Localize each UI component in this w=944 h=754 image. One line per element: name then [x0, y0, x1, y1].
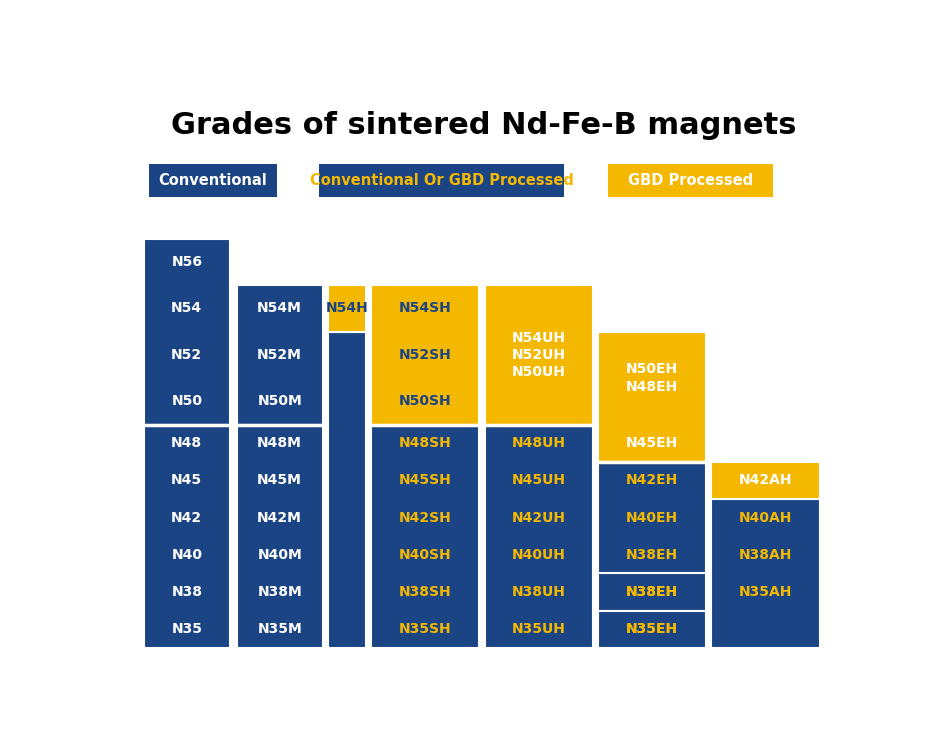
- FancyBboxPatch shape: [328, 332, 366, 648]
- Text: N54M: N54M: [258, 302, 302, 315]
- Text: N42SH: N42SH: [399, 510, 451, 525]
- Text: N48SH: N48SH: [399, 436, 451, 450]
- Text: N54H: N54H: [326, 302, 368, 315]
- Text: N40: N40: [171, 548, 202, 562]
- Text: N48UH: N48UH: [512, 436, 565, 450]
- Text: N45: N45: [171, 474, 202, 487]
- Text: N54: N54: [171, 302, 202, 315]
- Text: N48M: N48M: [258, 436, 302, 450]
- Text: N35: N35: [171, 622, 202, 636]
- Text: N38SH: N38SH: [399, 585, 451, 599]
- FancyBboxPatch shape: [149, 164, 277, 198]
- Text: N54SH: N54SH: [399, 302, 451, 315]
- Text: N42EH: N42EH: [626, 474, 678, 487]
- FancyBboxPatch shape: [598, 611, 706, 648]
- Text: N38EH: N38EH: [626, 548, 678, 562]
- FancyBboxPatch shape: [598, 461, 706, 648]
- FancyBboxPatch shape: [237, 425, 323, 648]
- FancyBboxPatch shape: [598, 332, 706, 461]
- FancyBboxPatch shape: [237, 285, 323, 425]
- Text: N40M: N40M: [258, 548, 302, 562]
- Text: N50: N50: [171, 394, 202, 409]
- FancyBboxPatch shape: [712, 461, 819, 499]
- Text: N38UH: N38UH: [512, 585, 565, 599]
- Text: N35M: N35M: [258, 622, 302, 636]
- Text: N38AH: N38AH: [739, 548, 792, 562]
- Text: N35UH: N35UH: [512, 622, 565, 636]
- Text: N38EH: N38EH: [626, 585, 678, 599]
- Text: N40UH: N40UH: [512, 548, 565, 562]
- Text: N38: N38: [171, 585, 202, 599]
- Text: N40EH: N40EH: [626, 510, 678, 525]
- Text: N56: N56: [171, 255, 202, 268]
- Text: N40AH: N40AH: [739, 510, 792, 525]
- Text: N50SH: N50SH: [399, 394, 451, 409]
- Text: N45UH: N45UH: [512, 474, 565, 487]
- FancyBboxPatch shape: [371, 425, 480, 648]
- Text: N35EH: N35EH: [626, 622, 678, 636]
- Text: N40SH: N40SH: [399, 548, 451, 562]
- Text: N52: N52: [171, 348, 202, 362]
- Text: GBD Processed: GBD Processed: [628, 173, 753, 188]
- FancyBboxPatch shape: [143, 425, 230, 648]
- Text: N35EH: N35EH: [626, 622, 678, 636]
- Text: Grades of sintered Nd-Fe-B magnets: Grades of sintered Nd-Fe-B magnets: [171, 111, 797, 139]
- Text: Conventional: Conventional: [159, 173, 267, 188]
- Text: Conventional Or GBD Processed: Conventional Or GBD Processed: [310, 173, 574, 188]
- FancyBboxPatch shape: [484, 285, 593, 425]
- Text: N38M: N38M: [258, 585, 302, 599]
- Text: N54UH
N52UH
N50UH: N54UH N52UH N50UH: [512, 330, 565, 379]
- Text: N45EH: N45EH: [626, 436, 678, 450]
- Text: N52SH: N52SH: [399, 348, 451, 362]
- FancyBboxPatch shape: [484, 425, 593, 648]
- Text: N52M: N52M: [258, 348, 302, 362]
- Text: N50M: N50M: [258, 394, 302, 409]
- Text: N42UH: N42UH: [512, 510, 565, 525]
- FancyBboxPatch shape: [143, 238, 230, 425]
- Text: N42AH: N42AH: [739, 474, 792, 487]
- Text: N48: N48: [171, 436, 202, 450]
- Text: N35SH: N35SH: [399, 622, 451, 636]
- FancyBboxPatch shape: [608, 164, 773, 198]
- Text: N42: N42: [171, 510, 202, 525]
- Text: N35AH: N35AH: [739, 585, 792, 599]
- FancyBboxPatch shape: [712, 499, 819, 648]
- Text: N45M: N45M: [258, 474, 302, 487]
- FancyBboxPatch shape: [598, 574, 706, 611]
- Text: N50EH
N48EH: N50EH N48EH: [626, 363, 678, 394]
- Text: N38EH: N38EH: [626, 585, 678, 599]
- FancyBboxPatch shape: [371, 285, 480, 425]
- Text: N42M: N42M: [258, 510, 302, 525]
- Text: N45SH: N45SH: [399, 474, 451, 487]
- FancyBboxPatch shape: [319, 164, 565, 198]
- FancyBboxPatch shape: [328, 285, 366, 332]
